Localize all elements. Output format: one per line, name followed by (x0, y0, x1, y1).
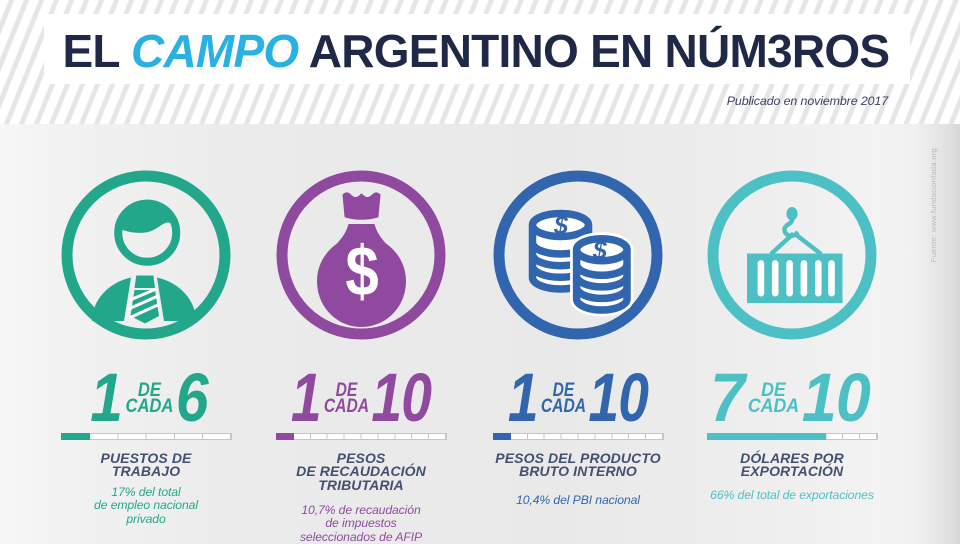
svg-text:$: $ (553, 212, 569, 240)
svg-text:$: $ (592, 237, 608, 265)
svg-text:$: $ (345, 232, 378, 311)
